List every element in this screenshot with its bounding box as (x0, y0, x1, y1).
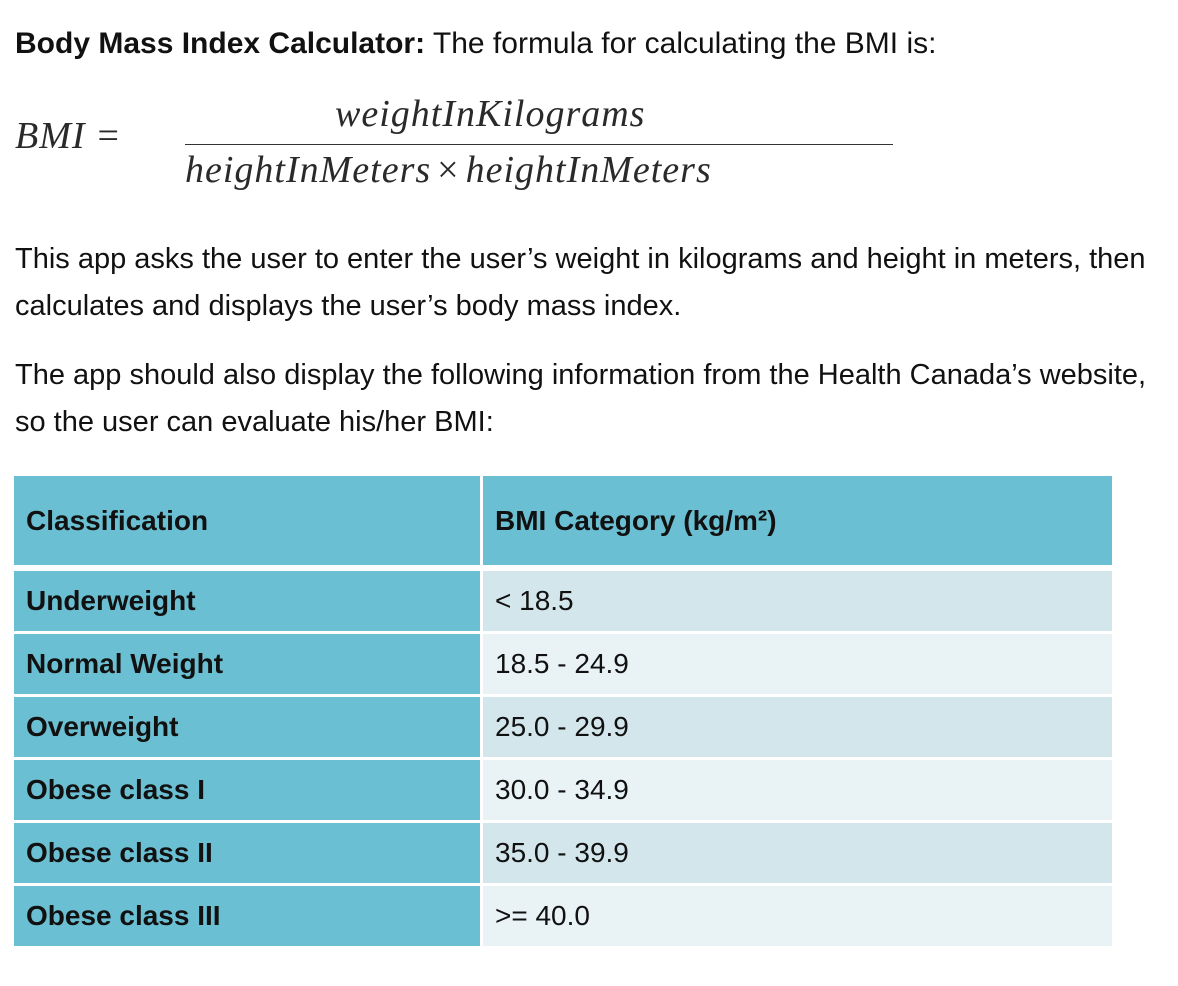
heading-bold-title: Body Mass Index Calculator: (15, 27, 426, 60)
formula-denominator: heightInMeters × heightInMeters (185, 148, 712, 192)
intro-paragraph: This app asks the user to enter the user… (15, 243, 1146, 322)
formula-times-sign: × (437, 149, 460, 191)
formula-denominator-left: heightInMeters (185, 149, 432, 191)
header-bmi-category: BMI Category (kg/m²) (481, 476, 1112, 571)
table-row: Underweight < 18.5 (14, 568, 1112, 634)
formula-bmi-symbol: BMI (15, 115, 86, 157)
bmi-formula: BMI = weightInKilograms heightInMeters × he… (15, 92, 895, 202)
row-classification: Normal Weight (14, 632, 483, 697)
table-row: Obese class III >= 40.0 (14, 884, 1112, 946)
heading-text: The formula for calculating the BMI is: (425, 27, 937, 60)
row-category: 30.0 - 34.9 (481, 758, 1112, 823)
row-classification: Obese class II (14, 821, 483, 886)
row-classification: Obese class III (14, 884, 483, 946)
row-category: >= 40.0 (481, 884, 1112, 946)
table-row: Obese class II 35.0 - 39.9 (14, 821, 1112, 886)
formula-fraction-line (185, 144, 893, 145)
row-classification: Obese class I (14, 758, 483, 823)
formula-lhs: BMI = (15, 114, 120, 158)
formula-equals: = (97, 115, 120, 157)
formula-numerator: weightInKilograms (335, 93, 646, 135)
row-category: < 18.5 (481, 568, 1112, 634)
row-category: 35.0 - 39.9 (481, 821, 1112, 886)
page-heading: Body Mass Index Calculator: The formula … (15, 24, 936, 64)
table-row: Normal Weight 18.5 - 24.9 (14, 632, 1112, 697)
row-category: 18.5 - 24.9 (481, 632, 1112, 697)
header-classification: Classification (14, 476, 483, 571)
table-header-row: Classification BMI Category (kg/m²) (14, 476, 1112, 571)
table-row: Overweight 25.0 - 29.9 (14, 695, 1112, 760)
info-paragraph: The app should also display the followin… (15, 359, 1147, 438)
row-classification: Underweight (14, 568, 483, 634)
formula-denominator-right: heightInMeters (465, 149, 712, 191)
row-classification: Overweight (14, 695, 483, 760)
table-row: Obese class I 30.0 - 34.9 (14, 758, 1112, 823)
row-category: 25.0 - 29.9 (481, 695, 1112, 760)
bmi-classification-table: Classification BMI Category (kg/m²) Unde… (14, 476, 1112, 946)
